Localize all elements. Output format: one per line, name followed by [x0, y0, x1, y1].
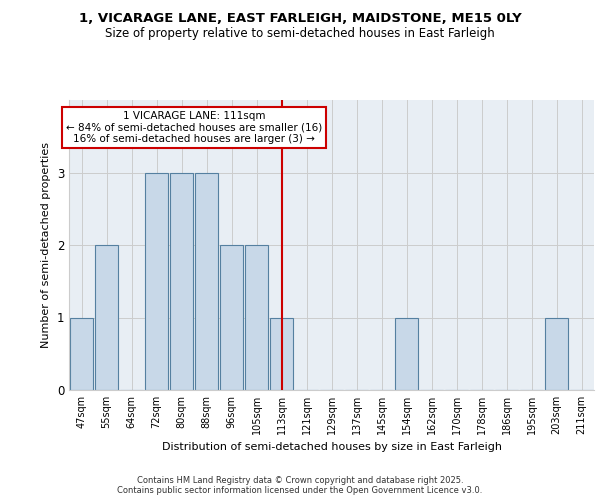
Bar: [70, 318, 93, 390]
Bar: [95, 245, 118, 390]
Bar: [545, 318, 568, 390]
Bar: [145, 172, 168, 390]
Bar: [220, 245, 243, 390]
Text: Size of property relative to semi-detached houses in East Farleigh: Size of property relative to semi-detach…: [105, 28, 495, 40]
Bar: [270, 318, 293, 390]
X-axis label: Distribution of semi-detached houses by size in East Farleigh: Distribution of semi-detached houses by …: [161, 442, 502, 452]
Bar: [395, 318, 418, 390]
Y-axis label: Number of semi-detached properties: Number of semi-detached properties: [41, 142, 51, 348]
Bar: [195, 172, 218, 390]
Bar: [170, 172, 193, 390]
Text: Contains HM Land Registry data © Crown copyright and database right 2025.
Contai: Contains HM Land Registry data © Crown c…: [118, 476, 482, 495]
Bar: [245, 245, 268, 390]
Text: 1 VICARAGE LANE: 111sqm
← 84% of semi-detached houses are smaller (16)
16% of se: 1 VICARAGE LANE: 111sqm ← 84% of semi-de…: [66, 111, 322, 144]
Text: 1, VICARAGE LANE, EAST FARLEIGH, MAIDSTONE, ME15 0LY: 1, VICARAGE LANE, EAST FARLEIGH, MAIDSTO…: [79, 12, 521, 26]
